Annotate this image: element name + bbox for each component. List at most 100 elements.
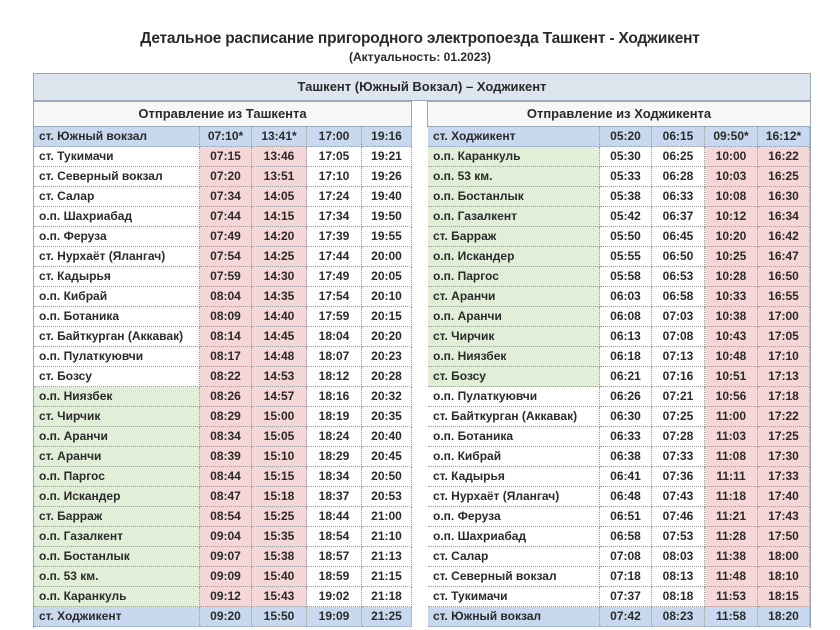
time-cell: 19:40	[362, 187, 412, 207]
time-cell: 07:08	[600, 547, 652, 567]
time-cell: 06:18	[600, 347, 652, 367]
time-cell: 20:40	[362, 427, 412, 447]
time-cell: 20:00	[362, 247, 412, 267]
time-cell: 15:25	[252, 507, 307, 527]
time-cell: 08:13	[652, 567, 705, 587]
time-cell: 09:09	[200, 567, 252, 587]
time-cell: 08:23	[652, 607, 705, 627]
time-cell: 10:00	[705, 147, 758, 167]
time-cell: 06:38	[600, 447, 652, 467]
station-cell: о.п. Ботаника	[34, 307, 200, 327]
station-cell: о.п. Пулаткуювчи	[428, 387, 600, 407]
station-cell: о.п. Ниязбек	[34, 387, 200, 407]
time-cell: 18:57	[307, 547, 362, 567]
time-cell: 17:44	[307, 247, 362, 267]
route-header: Ташкент (Южный Вокзал) – Ходжикент	[33, 73, 811, 101]
time-cell: 19:09	[307, 607, 362, 627]
station-cell: о.п. Паргос	[428, 267, 600, 287]
time-cell: 08:22	[200, 367, 252, 387]
station-cell: о.п. Искандер	[34, 487, 200, 507]
station-cell: о.п. Феруза	[428, 507, 600, 527]
time-cell: 09:20	[200, 607, 252, 627]
time-cell: 13:51	[252, 167, 307, 187]
time-cell: 10:08	[705, 187, 758, 207]
time-cell: 17:30	[758, 447, 810, 467]
time-cell: 21:13	[362, 547, 412, 567]
border	[33, 127, 34, 628]
time-cell: 17:40	[758, 487, 810, 507]
station-cell: о.п. Паргос	[34, 467, 200, 487]
time-cell: 19:21	[362, 147, 412, 167]
time-cell: 16:42	[758, 227, 810, 247]
station-cell: о.п. Бостанлык	[428, 187, 600, 207]
time-cell: 18:15	[758, 587, 810, 607]
time-cell: 10:51	[705, 367, 758, 387]
time-cell: 18:20	[758, 607, 810, 627]
time-cell: 21:10	[362, 527, 412, 547]
station-cell: ст. Нурхаёт (Ялангач)	[34, 247, 200, 267]
time-cell: 08:18	[652, 587, 705, 607]
station-cell: ст. Северный вокзал	[34, 167, 200, 187]
station-cell: ст. Байткурган (Аккавак)	[428, 407, 600, 427]
time-cell: 15:50	[252, 607, 307, 627]
time-cell: 14:20	[252, 227, 307, 247]
time-cell: 06:41	[600, 467, 652, 487]
time-cell: 20:10	[362, 287, 412, 307]
station-cell: ст. Барраж	[34, 507, 200, 527]
time-cell: 11:53	[705, 587, 758, 607]
station-cell: о.п. Шахриабад	[34, 207, 200, 227]
time-cell: 09:50*	[705, 127, 758, 147]
station-cell: ст. Бозсу	[34, 367, 200, 387]
time-cell: 06:08	[600, 307, 652, 327]
time-cell: 07:20	[200, 167, 252, 187]
station-cell: ст. Ходжикент	[428, 127, 600, 147]
time-cell: 18:37	[307, 487, 362, 507]
time-cell: 17:00	[307, 127, 362, 147]
time-cell: 07:54	[200, 247, 252, 267]
time-cell: 15:43	[252, 587, 307, 607]
time-cell: 07:49	[200, 227, 252, 247]
time-cell: 10:25	[705, 247, 758, 267]
time-cell: 05:55	[600, 247, 652, 267]
time-cell: 16:47	[758, 247, 810, 267]
time-cell: 14:45	[252, 327, 307, 347]
time-cell: 18:10	[758, 567, 810, 587]
time-cell: 11:38	[705, 547, 758, 567]
station-cell: ст. Северный вокзал	[428, 567, 600, 587]
time-cell: 05:20	[600, 127, 652, 147]
station-cell: о.п. Газалкент	[428, 207, 600, 227]
time-cell: 08:34	[200, 427, 252, 447]
time-cell: 18:07	[307, 347, 362, 367]
time-cell: 11:08	[705, 447, 758, 467]
time-cell: 05:42	[600, 207, 652, 227]
time-cell: 08:17	[200, 347, 252, 367]
time-cell: 06:15	[652, 127, 705, 147]
time-cell: 06:13	[600, 327, 652, 347]
time-cell: 16:55	[758, 287, 810, 307]
time-cell: 06:25	[652, 147, 705, 167]
time-cell: 10:38	[705, 307, 758, 327]
time-cell: 06:48	[600, 487, 652, 507]
time-cell: 21:25	[362, 607, 412, 627]
time-cell: 07:18	[600, 567, 652, 587]
time-cell: 14:15	[252, 207, 307, 227]
time-cell: 15:00	[252, 407, 307, 427]
time-cell: 11:58	[705, 607, 758, 627]
time-cell: 11:03	[705, 427, 758, 447]
time-cell: 06:50	[652, 247, 705, 267]
time-cell: 21:18	[362, 587, 412, 607]
time-cell: 07:10*	[200, 127, 252, 147]
time-cell: 08:04	[200, 287, 252, 307]
station-cell: о.п. 53 км.	[34, 567, 200, 587]
time-cell: 18:44	[307, 507, 362, 527]
time-cell: 07:21	[652, 387, 705, 407]
time-cell: 18:59	[307, 567, 362, 587]
time-cell: 18:29	[307, 447, 362, 467]
time-cell: 13:41*	[252, 127, 307, 147]
time-cell: 07:28	[652, 427, 705, 447]
time-cell: 06:30	[600, 407, 652, 427]
time-cell: 20:50	[362, 467, 412, 487]
time-cell: 08:29	[200, 407, 252, 427]
time-cell: 17:59	[307, 307, 362, 327]
